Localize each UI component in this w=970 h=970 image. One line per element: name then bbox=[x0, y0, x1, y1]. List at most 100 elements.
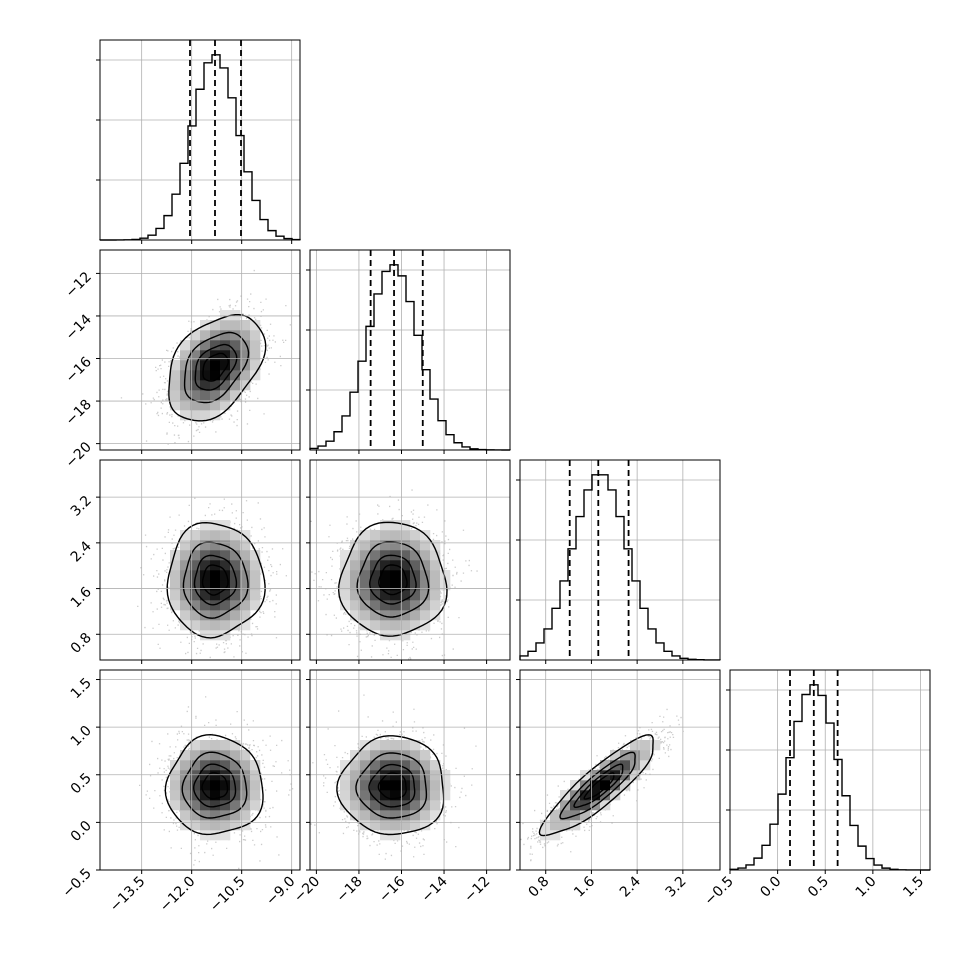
x-axis bbox=[315, 450, 488, 454]
density-cell bbox=[390, 790, 401, 801]
density-cell bbox=[420, 590, 431, 601]
x-tick-label: 0.0 bbox=[757, 874, 784, 901]
density-cell bbox=[380, 520, 391, 531]
density-cell bbox=[180, 550, 191, 561]
density-cell bbox=[200, 780, 211, 791]
density-cell bbox=[220, 830, 231, 841]
density-cell bbox=[200, 540, 211, 551]
density-cell bbox=[190, 330, 201, 341]
y-axis: −0.5 0.0 0.5 1.0 1.5 bbox=[59, 675, 100, 901]
density-cell bbox=[360, 550, 371, 561]
density-cell bbox=[200, 400, 211, 411]
density-cell bbox=[340, 760, 351, 771]
grid-lines bbox=[545, 460, 684, 660]
density-cell bbox=[200, 630, 211, 641]
density-cell bbox=[190, 780, 201, 791]
y-axis: 0.8 1.6 2.4 3.2 bbox=[68, 493, 100, 657]
density-cell bbox=[220, 580, 231, 591]
density-cell bbox=[200, 370, 211, 381]
density-cell bbox=[250, 360, 261, 371]
density-cell bbox=[360, 570, 371, 581]
density-cell bbox=[360, 790, 371, 801]
y-tick-label: −18 bbox=[63, 397, 95, 429]
density-cell bbox=[230, 560, 241, 571]
density-cell bbox=[370, 780, 381, 791]
y-tick-label: −20 bbox=[63, 439, 95, 471]
density-cell bbox=[340, 550, 351, 561]
density-cell bbox=[210, 810, 221, 821]
density-cell bbox=[200, 560, 211, 571]
density-cell bbox=[350, 590, 361, 601]
density-cell bbox=[190, 390, 201, 401]
density-cell bbox=[350, 790, 361, 801]
density-cell bbox=[350, 580, 361, 591]
density-cell bbox=[350, 750, 361, 761]
density-cell bbox=[620, 780, 631, 791]
density-cell bbox=[200, 760, 211, 771]
density-cell bbox=[180, 790, 191, 801]
x-tick-label: 1.0 bbox=[853, 874, 880, 901]
density-cell bbox=[190, 570, 201, 581]
density-cell bbox=[230, 750, 241, 761]
density-cell bbox=[250, 790, 261, 801]
contour-line bbox=[559, 751, 636, 820]
density-cell bbox=[190, 820, 201, 831]
density-cell bbox=[170, 800, 181, 811]
density-cell bbox=[390, 530, 401, 541]
density-cell bbox=[380, 580, 391, 591]
density-cell bbox=[170, 580, 181, 591]
density-cell bbox=[190, 800, 201, 811]
density-cell bbox=[190, 760, 201, 771]
y-tick-label: 1.6 bbox=[68, 584, 95, 611]
x-tick-label: 1.6 bbox=[571, 873, 598, 900]
density-cell bbox=[200, 590, 211, 601]
density-cell bbox=[370, 570, 381, 581]
density-cell bbox=[210, 630, 221, 641]
density-cell bbox=[170, 550, 181, 561]
density-cell bbox=[190, 740, 201, 751]
density-cell bbox=[390, 820, 401, 831]
density-cell bbox=[240, 320, 251, 331]
density-cell bbox=[200, 620, 211, 631]
density-cell bbox=[380, 810, 391, 821]
density-cell bbox=[340, 780, 351, 791]
density-cell bbox=[550, 820, 561, 831]
density-cell bbox=[230, 320, 241, 331]
density-cell bbox=[390, 780, 401, 791]
density-cell bbox=[400, 740, 411, 751]
density-cell bbox=[250, 350, 261, 361]
contour-line bbox=[201, 564, 229, 596]
density-cell bbox=[390, 540, 401, 551]
density-cell bbox=[430, 800, 441, 811]
density-cell bbox=[410, 600, 421, 611]
density-cell bbox=[180, 760, 191, 771]
density-cell bbox=[210, 340, 221, 351]
density-cell bbox=[250, 370, 261, 381]
density-cell bbox=[170, 390, 181, 401]
density-cell bbox=[180, 610, 191, 621]
density-cell bbox=[190, 380, 201, 391]
density-cell bbox=[220, 820, 231, 831]
density-cell bbox=[220, 520, 231, 531]
density-cell bbox=[200, 600, 211, 611]
panel-frame bbox=[309, 459, 511, 661]
density-cell bbox=[360, 590, 371, 601]
density-cell bbox=[240, 380, 251, 391]
density-cell bbox=[410, 790, 421, 801]
density-cell bbox=[210, 320, 221, 331]
density-cell bbox=[420, 760, 431, 771]
density-cell bbox=[380, 760, 391, 771]
density-cell bbox=[360, 760, 371, 771]
x-axis bbox=[315, 660, 488, 664]
density-cell bbox=[400, 600, 411, 611]
density-cell bbox=[350, 550, 361, 561]
density-cell bbox=[380, 610, 391, 621]
x-axis: −20 −18 −16 −14 −12 bbox=[291, 870, 493, 906]
density-cell bbox=[230, 550, 241, 561]
density-cell bbox=[210, 330, 221, 341]
density-cell bbox=[360, 530, 371, 541]
density-cell bbox=[210, 740, 221, 751]
x-axis bbox=[141, 660, 293, 664]
density-panel-0-2 bbox=[100, 460, 300, 660]
